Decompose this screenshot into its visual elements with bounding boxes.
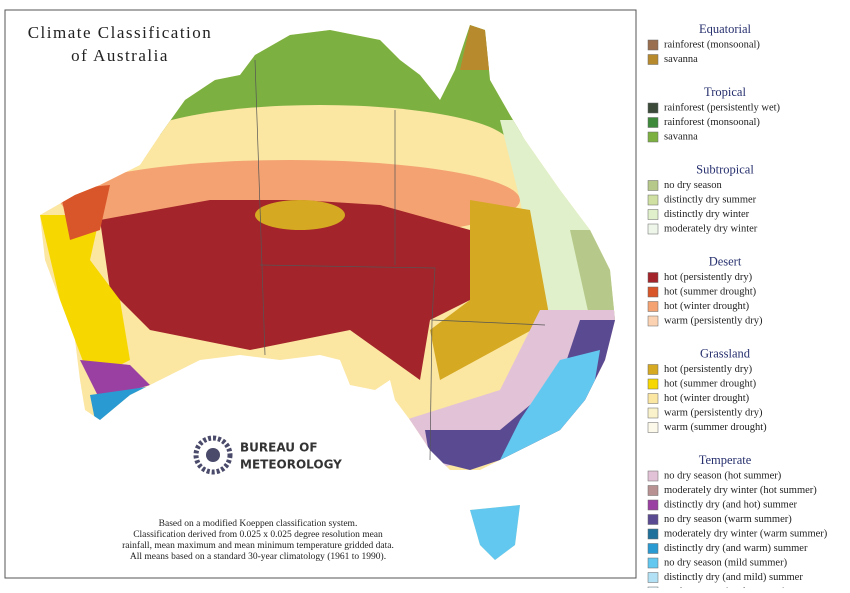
logo-text: Meteorology <box>240 458 342 472</box>
legend-swatch <box>647 407 659 419</box>
legend-label: no dry season <box>664 180 722 191</box>
legend-label: warm (persistently dry) <box>664 407 763 418</box>
footnote-line: Based on a modified Koeppen classificati… <box>159 518 358 529</box>
region <box>100 200 470 380</box>
logo-mark <box>206 448 220 462</box>
region <box>255 200 345 230</box>
legend-label: rainforest (monsoonal) <box>664 117 760 128</box>
legend-swatch <box>647 422 659 433</box>
legend-swatch <box>647 378 659 390</box>
legend-swatch <box>647 514 659 525</box>
region <box>570 230 615 330</box>
legend-heading: Desert <box>709 254 742 268</box>
legend-label: hot (summer drought) <box>664 286 757 297</box>
legend-label: rainforest (persistently wet) <box>664 102 781 113</box>
region <box>460 25 490 70</box>
legend-label: distinctly dry (and warm) summer <box>664 543 808 554</box>
legend-label: hot (persistently dry) <box>664 364 753 375</box>
legend-swatch <box>647 485 659 496</box>
legend-swatch <box>647 54 659 65</box>
border <box>259 264 546 326</box>
legend-swatch <box>647 117 659 128</box>
legend: Equatorial rainforest (monsoonal) savanna T… <box>647 22 828 593</box>
legend-heading: Subtropical <box>696 162 754 176</box>
legend-heading: Tropical <box>704 85 746 99</box>
legend-swatch <box>647 499 659 511</box>
legend-swatch <box>647 470 659 482</box>
legend-label: distinctly dry winter <box>664 209 750 220</box>
legend-swatch <box>647 209 659 220</box>
legend-label: warm (summer drought) <box>664 422 767 433</box>
logo-text: Bureau of <box>240 441 318 455</box>
legend-label: hot (winter drought) <box>664 301 750 312</box>
legend-swatch <box>647 301 659 312</box>
footnote-line: rainfall, mean maximum and mean minimum … <box>122 540 394 551</box>
map-title: Climate Classification <box>28 23 213 42</box>
legend-label: no dry season (warm summer) <box>664 514 792 525</box>
legend-swatch <box>647 223 659 235</box>
legend-label: distinctly dry summer <box>664 194 757 205</box>
legend-swatch <box>647 557 659 569</box>
legend-swatch <box>647 180 659 191</box>
legend-swatch <box>647 272 659 283</box>
map-title: of Australia <box>71 46 169 65</box>
legend-swatch <box>647 364 659 375</box>
legend-label: savanna <box>664 54 698 65</box>
legend-label: no dry season (hot summer) <box>664 470 782 481</box>
legend-label: moderately dry winter (warm summer) <box>664 528 828 539</box>
footnote-line: All means based on a standard 30-year cl… <box>130 551 386 562</box>
legend-label: warm (persistently dry) <box>664 315 763 326</box>
region <box>430 200 550 380</box>
legend-swatch <box>647 543 659 554</box>
region <box>500 350 600 460</box>
region <box>60 185 110 240</box>
legend-label: no dry season (mild summer) <box>664 557 788 568</box>
logo-mark <box>193 435 233 475</box>
legend-label: distinctly dry (and mild) summer <box>664 572 803 583</box>
legend-swatch <box>647 286 659 298</box>
legend-label: savanna <box>664 131 698 142</box>
legend-swatch <box>647 131 659 143</box>
legend-label: moderately dry winter <box>664 223 758 234</box>
legend-swatch <box>647 528 659 540</box>
logo: Bureau of Meteorology <box>193 435 342 475</box>
legend-label: rainforest (monsoonal) <box>664 39 760 50</box>
legend-swatch <box>647 315 659 327</box>
legend-heading: Grassland <box>700 346 751 360</box>
legend-label: distinctly dry (and hot) summer <box>664 499 797 510</box>
region <box>40 215 130 380</box>
legend-label: moderately dry winter (hot summer) <box>664 485 817 496</box>
legend-swatch <box>647 194 659 206</box>
legend-label: hot (summer drought) <box>664 378 757 389</box>
footnote-line: Classification derived from 0.025 x 0.02… <box>133 529 383 540</box>
border <box>429 319 433 461</box>
state-borders <box>254 59 546 461</box>
legend-swatch <box>647 39 659 51</box>
legend-heading: Temperate <box>699 453 752 467</box>
legend-swatch <box>647 102 659 114</box>
legend-heading: Equatorial <box>699 22 752 36</box>
legend-swatch <box>647 572 659 583</box>
legend-label: hot (persistently dry) <box>664 272 753 283</box>
border <box>254 59 266 356</box>
legend-swatch <box>647 393 659 404</box>
legend-label: hot (winter drought) <box>664 393 750 404</box>
footnote: Based on a modified Koeppen classificati… <box>122 518 394 562</box>
